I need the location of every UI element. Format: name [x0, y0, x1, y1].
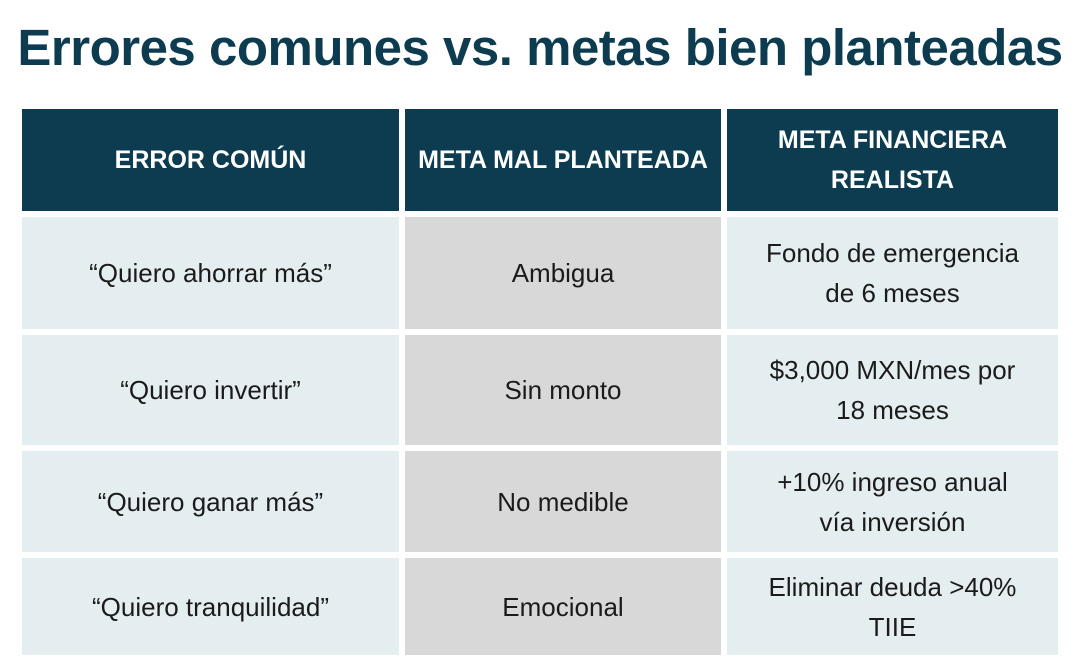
- cell-text: Sin monto: [504, 375, 622, 405]
- header-meta-mal-planteada: META MAL PLANTEADA: [405, 109, 721, 211]
- comparison-table: ERROR COMÚN META MAL PLANTEADA META FINA…: [22, 109, 1058, 655]
- table-cell-error: “Quiero invertir”: [22, 335, 399, 445]
- cell-text: +10% ingreso anual vía inversión: [777, 466, 1008, 537]
- header-error-comun: ERROR COMÚN: [22, 109, 399, 211]
- table-cell-error: “Quiero ahorrar más”: [22, 217, 399, 329]
- cell-text: Fondo de emergencia de 6 meses: [766, 238, 1019, 308]
- header-label: ERROR COMÚN: [114, 146, 307, 174]
- table-cell-good-goal: Eliminar deuda >40% TIIE: [727, 558, 1058, 655]
- table-cell-good-goal: +10% ingreso anual vía inversión: [727, 451, 1058, 552]
- table-cell-bad-goal: Ambigua: [405, 217, 721, 329]
- header-label: META FINANCIERA REALISTA: [777, 126, 1008, 194]
- table-cell-bad-goal: No medible: [405, 451, 721, 552]
- cell-text: $3,000 MXN/mes por 18 meses: [769, 355, 1016, 425]
- cell-text: Ambigua: [511, 258, 615, 288]
- cell-text: “Quiero ganar más”: [97, 486, 324, 517]
- table-cell-error: “Quiero tranquilidad”: [22, 558, 399, 655]
- cell-text: No medible: [497, 486, 629, 517]
- table-cell-error: “Quiero ganar más”: [22, 451, 399, 552]
- cell-text: Emocional: [502, 591, 624, 622]
- page-title: Errores comunes vs. metas bien planteada…: [17, 19, 1063, 76]
- cell-text: “Quiero invertir”: [120, 375, 301, 405]
- cell-text: “Quiero tranquilidad”: [91, 591, 329, 622]
- table-cell-bad-goal: Emocional: [405, 558, 721, 655]
- table-cell-good-goal: Fondo de emergencia de 6 meses: [727, 217, 1058, 329]
- table-cell-bad-goal: Sin monto: [405, 335, 721, 445]
- header-label: META MAL PLANTEADA: [418, 146, 708, 174]
- cell-text: “Quiero ahorrar más”: [89, 258, 332, 288]
- table-cell-good-goal: $3,000 MXN/mes por 18 meses: [727, 335, 1058, 445]
- cell-text: Eliminar deuda >40% TIIE: [768, 571, 1017, 642]
- header-meta-financiera-realista: META FINANCIERA REALISTA: [727, 109, 1058, 211]
